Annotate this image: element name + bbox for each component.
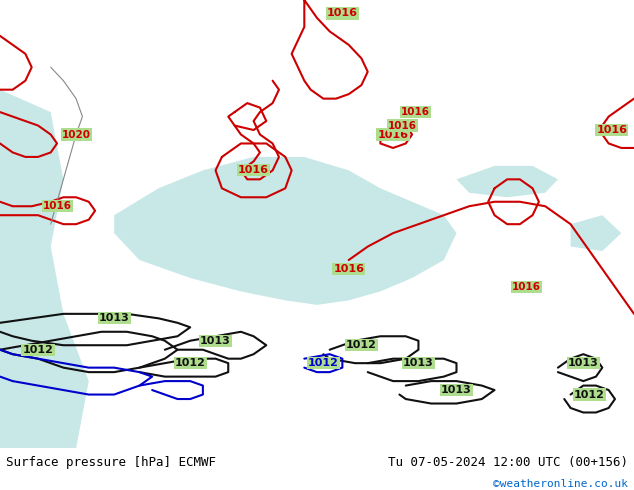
Text: 1016: 1016 [597,125,627,135]
Text: 1013: 1013 [200,336,231,346]
Text: 1016: 1016 [512,282,541,292]
Text: 1012: 1012 [574,390,605,399]
Text: 1013: 1013 [441,385,472,395]
Text: 1016: 1016 [388,121,417,130]
Text: 1012: 1012 [308,358,339,368]
Text: 1016: 1016 [42,201,72,211]
Text: 1013: 1013 [403,358,434,368]
Text: 1013: 1013 [99,313,129,323]
Polygon shape [0,90,89,448]
Text: 1016: 1016 [378,129,408,140]
Text: 1012: 1012 [23,344,53,355]
Text: 1016: 1016 [401,107,430,117]
Text: Surface pressure [hPa] ECMWF: Surface pressure [hPa] ECMWF [6,456,216,469]
Text: 1020: 1020 [61,129,91,140]
Polygon shape [571,215,621,251]
Polygon shape [114,157,456,305]
Text: 1012: 1012 [175,358,205,368]
Text: Tu 07-05-2024 12:00 UTC (00+156): Tu 07-05-2024 12:00 UTC (00+156) [387,456,628,469]
Text: 1013: 1013 [568,358,598,368]
Text: 1012: 1012 [346,340,377,350]
Text: 1016: 1016 [327,8,358,19]
Text: ©weatheronline.co.uk: ©weatheronline.co.uk [493,479,628,489]
Text: 1016: 1016 [238,165,269,175]
Polygon shape [456,166,558,197]
Text: 1016: 1016 [333,264,364,274]
